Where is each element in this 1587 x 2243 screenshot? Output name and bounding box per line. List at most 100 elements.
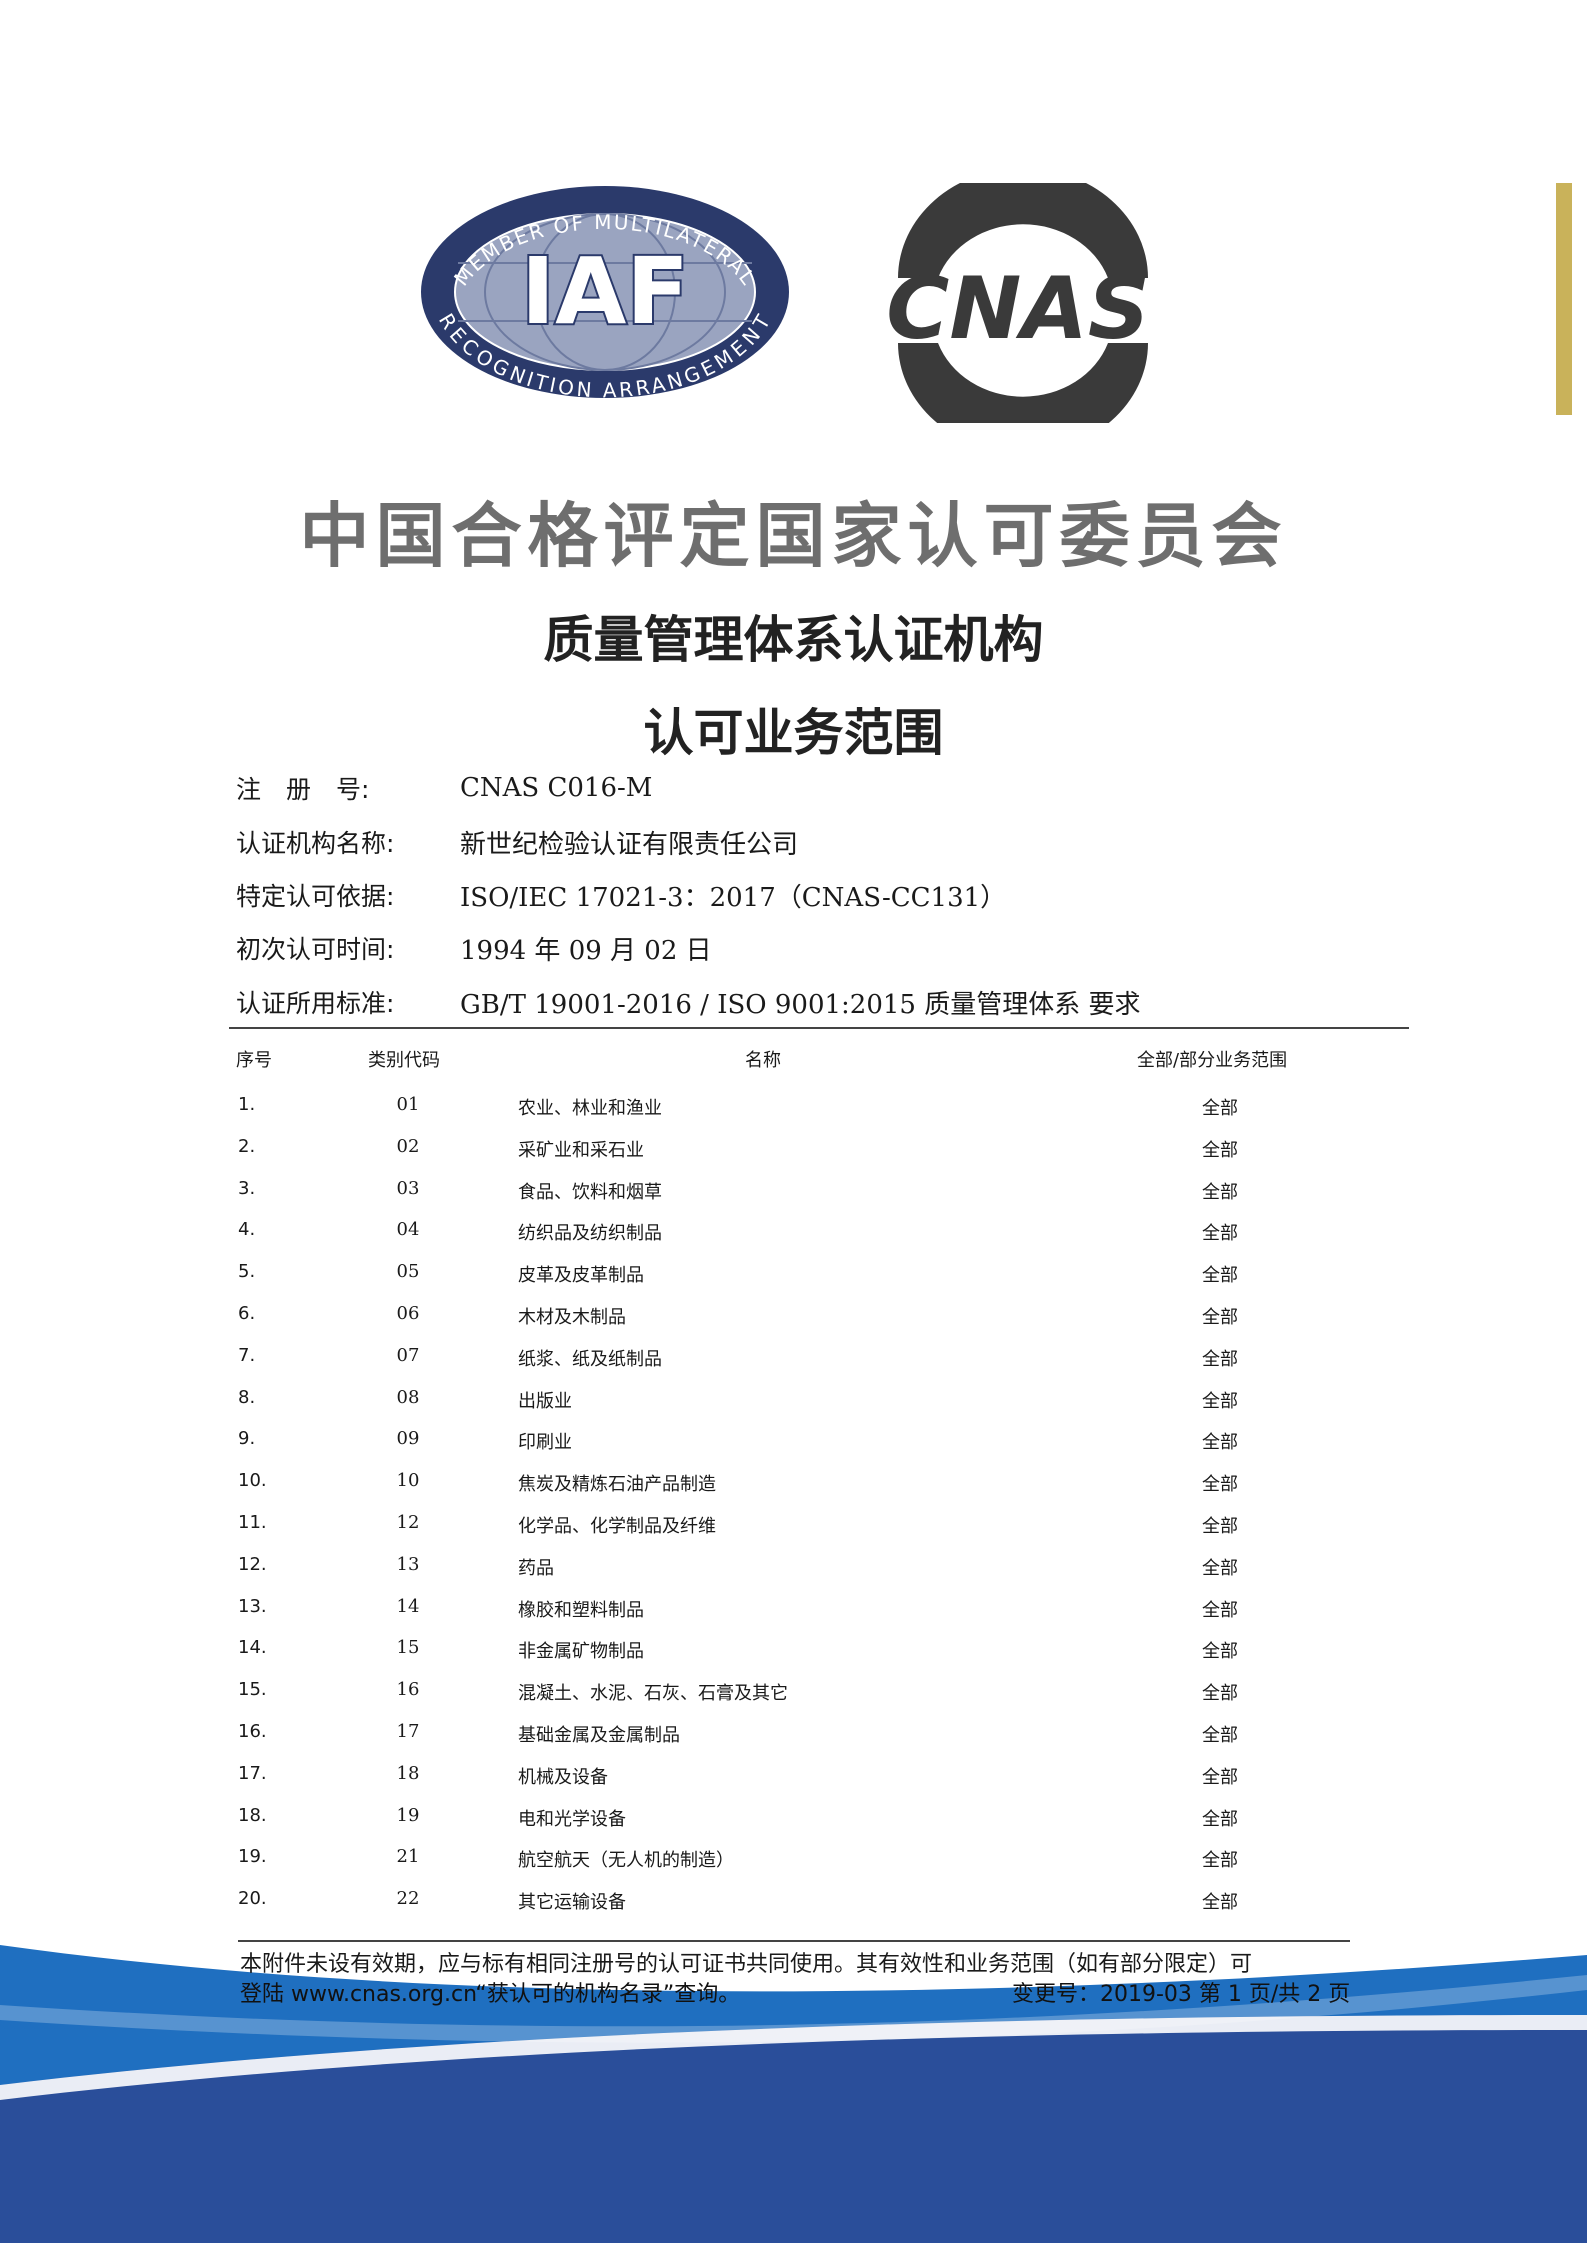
table-row: 16. 17 基础金属及金属制品 全部 — [0, 1713, 1587, 1755]
category-code: 07 — [396, 1344, 420, 1366]
row-number: 17. — [238, 1762, 267, 1784]
scope-value: 全部 — [1202, 1432, 1238, 1454]
category-code: 03 — [396, 1177, 420, 1199]
row-number: 9. — [238, 1428, 256, 1450]
info-value: ISO/IEC 17021-3：2017（CNAS-CC131） — [460, 882, 1007, 913]
header-no: 序号 — [236, 1050, 272, 1071]
info-label: 认证所用标准: — [236, 989, 395, 1018]
scope-value: 全部 — [1202, 1808, 1238, 1830]
row-number: 16. — [238, 1721, 267, 1742]
organization-title: 中国合格评定国家认可委员会 — [299, 495, 1288, 577]
info-registration: 注 册 号: CNAS C016-M — [236, 768, 652, 808]
category-name: 采矿业和采石业 — [518, 1139, 644, 1161]
scope-value: 全部 — [1202, 1892, 1238, 1914]
document-title: 认可业务范围 — [643, 704, 944, 762]
table-row: 14. 15 非金属矿物制品 全部 — [0, 1629, 1587, 1671]
category-code: 08 — [396, 1386, 420, 1408]
category-name: 其它运输设备 — [518, 1892, 626, 1914]
category-name: 混凝土、水泥、石灰、石膏及其它 — [518, 1683, 788, 1705]
info-value: CNAS C016-M — [460, 773, 653, 803]
scope-value: 全部 — [1202, 1098, 1238, 1119]
blue-wave-banner — [0, 1945, 1587, 2243]
category-code: 12 — [396, 1512, 420, 1533]
row-number: 5. — [238, 1261, 256, 1283]
row-number: 15. — [238, 1679, 267, 1701]
info-label: 注 册 号: — [236, 775, 370, 804]
row-number: 3. — [238, 1177, 256, 1199]
category-name: 食品、饮料和烟草 — [518, 1181, 662, 1203]
table-row: 8. 08 出版业 全部 — [0, 1379, 1587, 1421]
scope-value: 全部 — [1202, 1850, 1238, 1872]
row-number: 10. — [238, 1470, 267, 1492]
info-label: 特定认可依据: — [236, 882, 395, 911]
document-subtitle: 质量管理体系认证机构 — [543, 611, 1044, 669]
table-row: 1. 01 农业、林业和渔业 全部 — [0, 1086, 1587, 1128]
svg-text:IAF: IAF — [521, 238, 689, 345]
table-row: 7. 07 纸浆、纸及纸制品 全部 — [0, 1337, 1587, 1379]
scope-value: 全部 — [1202, 1390, 1238, 1412]
category-name: 农业、林业和渔业 — [518, 1098, 662, 1119]
category-code: 09 — [396, 1428, 420, 1450]
row-number: 18. — [238, 1804, 267, 1826]
row-number: 20. — [238, 1888, 267, 1910]
scope-value: 全部 — [1202, 1139, 1238, 1161]
scope-value: 全部 — [1202, 1181, 1238, 1203]
scope-value: 全部 — [1202, 1348, 1238, 1370]
table-row: 4. 04 纺织品及纺织制品 全部 — [0, 1211, 1587, 1253]
category-code: 14 — [396, 1595, 420, 1617]
table-row: 3. 03 食品、饮料和烟草 全部 — [0, 1170, 1587, 1212]
category-code: 13 — [396, 1553, 420, 1575]
table-row: 10. 10 焦炭及精炼石油产品制造 全部 — [0, 1462, 1587, 1504]
category-name: 电和光学设备 — [518, 1808, 626, 1830]
category-name: 皮革及皮革制品 — [518, 1265, 644, 1287]
row-number: 12. — [238, 1553, 267, 1575]
row-number: 1. — [238, 1094, 256, 1115]
info-label: 认证机构名称: — [236, 829, 395, 858]
category-code: 02 — [396, 1135, 420, 1157]
table-row: 17. 18 机械及设备 全部 — [0, 1755, 1587, 1797]
category-code: 21 — [396, 1846, 420, 1868]
category-code: 18 — [396, 1762, 420, 1784]
category-name: 印刷业 — [518, 1432, 572, 1454]
category-name: 纺织品及纺织制品 — [518, 1223, 662, 1245]
table-row: 18. 19 电和光学设备 全部 — [0, 1797, 1587, 1839]
category-name: 纸浆、纸及纸制品 — [518, 1348, 662, 1370]
scope-value: 全部 — [1202, 1599, 1238, 1621]
divider — [229, 1027, 1409, 1029]
table-row: 13. 14 橡胶和塑料制品 全部 — [0, 1588, 1587, 1630]
info-basis: 特定认可依据: ISO/IEC 17021-3：2017（CNAS-CC131） — [236, 875, 1006, 915]
page-info: 变更号：2019-03 第 1 页/共 2 页 — [1012, 1982, 1351, 2007]
footer-note: 本附件未设有效期，应与标有相同注册号的认可证书共同使用。其有效性和业务范围（如有… — [240, 1952, 1253, 1977]
header-scope: 全部/部分业务范围 — [1137, 1050, 1288, 1071]
category-name: 基础金属及金属制品 — [518, 1725, 680, 1746]
row-number: 8. — [238, 1386, 256, 1408]
scope-value: 全部 — [1202, 1516, 1238, 1537]
category-name: 非金属矿物制品 — [518, 1641, 644, 1663]
category-code: 01 — [396, 1094, 420, 1115]
row-number: 2. — [238, 1135, 256, 1157]
scope-value: 全部 — [1202, 1766, 1238, 1788]
category-code: 22 — [396, 1888, 420, 1910]
row-number: 4. — [238, 1219, 256, 1241]
category-code: 15 — [396, 1637, 420, 1659]
table-row: 9. 09 印刷业 全部 — [0, 1420, 1587, 1462]
row-number: 11. — [238, 1512, 267, 1533]
scope-value: 全部 — [1202, 1223, 1238, 1245]
category-name: 橡胶和塑料制品 — [518, 1599, 644, 1621]
category-code: 04 — [396, 1219, 420, 1241]
table-row: 12. 13 药品 全部 — [0, 1546, 1587, 1588]
footer-note-2: 登陆 www.cnas.org.cn“获认可的机构名录”查询。 — [240, 1982, 741, 2007]
category-name: 航空航天（无人机的制造） — [518, 1850, 734, 1872]
table-row: 5. 05 皮革及皮革制品 全部 — [0, 1253, 1587, 1295]
scope-value: 全部 — [1202, 1307, 1238, 1328]
info-label: 初次认可时间: — [236, 935, 395, 964]
info-value: 1994 年 09 月 02 日 — [460, 935, 712, 966]
scope-value: 全部 — [1202, 1641, 1238, 1663]
info-value: 新世纪检验认证有限责任公司 — [460, 829, 799, 860]
row-number: 19. — [238, 1846, 267, 1868]
category-name: 焦炭及精炼石油产品制造 — [518, 1474, 716, 1496]
table-row: 6. 06 木材及木制品 全部 — [0, 1295, 1587, 1337]
footer-divider — [238, 1940, 1350, 1942]
row-number: 6. — [238, 1303, 256, 1324]
table-row: 15. 16 混凝土、水泥、石灰、石膏及其它 全部 — [0, 1671, 1587, 1713]
